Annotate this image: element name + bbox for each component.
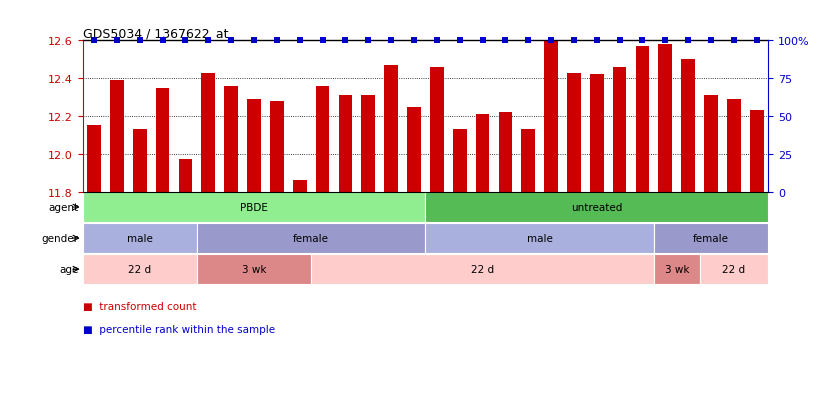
- Bar: [197, 254, 311, 285]
- Bar: [202, 74, 215, 192]
- Text: male: male: [127, 233, 153, 244]
- Text: agent: agent: [49, 202, 78, 213]
- Bar: [178, 160, 192, 192]
- Text: PBDE: PBDE: [240, 202, 268, 213]
- Bar: [590, 75, 604, 192]
- Bar: [705, 96, 718, 192]
- Text: male: male: [527, 233, 553, 244]
- Bar: [339, 96, 352, 192]
- Text: ■  percentile rank within the sample: ■ percentile rank within the sample: [83, 324, 275, 334]
- Bar: [133, 130, 146, 192]
- Bar: [270, 102, 283, 192]
- Text: 3 wk: 3 wk: [242, 264, 266, 275]
- Bar: [316, 86, 330, 192]
- Bar: [499, 113, 512, 192]
- Bar: [362, 96, 375, 192]
- Bar: [425, 192, 768, 222]
- Bar: [83, 224, 197, 254]
- Text: 22 d: 22 d: [723, 264, 745, 275]
- Bar: [654, 254, 700, 285]
- Bar: [521, 130, 535, 192]
- Text: 22 d: 22 d: [471, 264, 494, 275]
- Bar: [197, 224, 425, 254]
- Text: untreated: untreated: [571, 202, 623, 213]
- Bar: [88, 126, 101, 192]
- Bar: [654, 224, 768, 254]
- Bar: [407, 107, 420, 192]
- Bar: [476, 115, 489, 192]
- Bar: [83, 192, 425, 222]
- Bar: [293, 181, 306, 192]
- Text: age: age: [59, 264, 78, 275]
- Bar: [658, 45, 672, 192]
- Text: ■  transformed count: ■ transformed count: [83, 301, 196, 311]
- Bar: [225, 86, 238, 192]
- Bar: [567, 74, 581, 192]
- Bar: [311, 254, 654, 285]
- Text: gender: gender: [41, 233, 78, 244]
- Bar: [247, 100, 261, 192]
- Bar: [156, 88, 169, 192]
- Bar: [430, 68, 444, 192]
- Text: 22 d: 22 d: [128, 264, 151, 275]
- Bar: [613, 68, 626, 192]
- Text: 3 wk: 3 wk: [665, 264, 689, 275]
- Bar: [425, 224, 654, 254]
- Bar: [750, 111, 763, 192]
- Bar: [681, 60, 695, 192]
- Bar: [453, 130, 467, 192]
- Bar: [83, 254, 197, 285]
- Bar: [110, 81, 124, 192]
- Bar: [544, 41, 558, 192]
- Text: female: female: [293, 233, 329, 244]
- Bar: [636, 47, 649, 192]
- Bar: [384, 66, 398, 192]
- Bar: [727, 100, 741, 192]
- Bar: [700, 254, 768, 285]
- Text: female: female: [693, 233, 729, 244]
- Text: GDS5034 / 1367622_at: GDS5034 / 1367622_at: [83, 27, 228, 40]
